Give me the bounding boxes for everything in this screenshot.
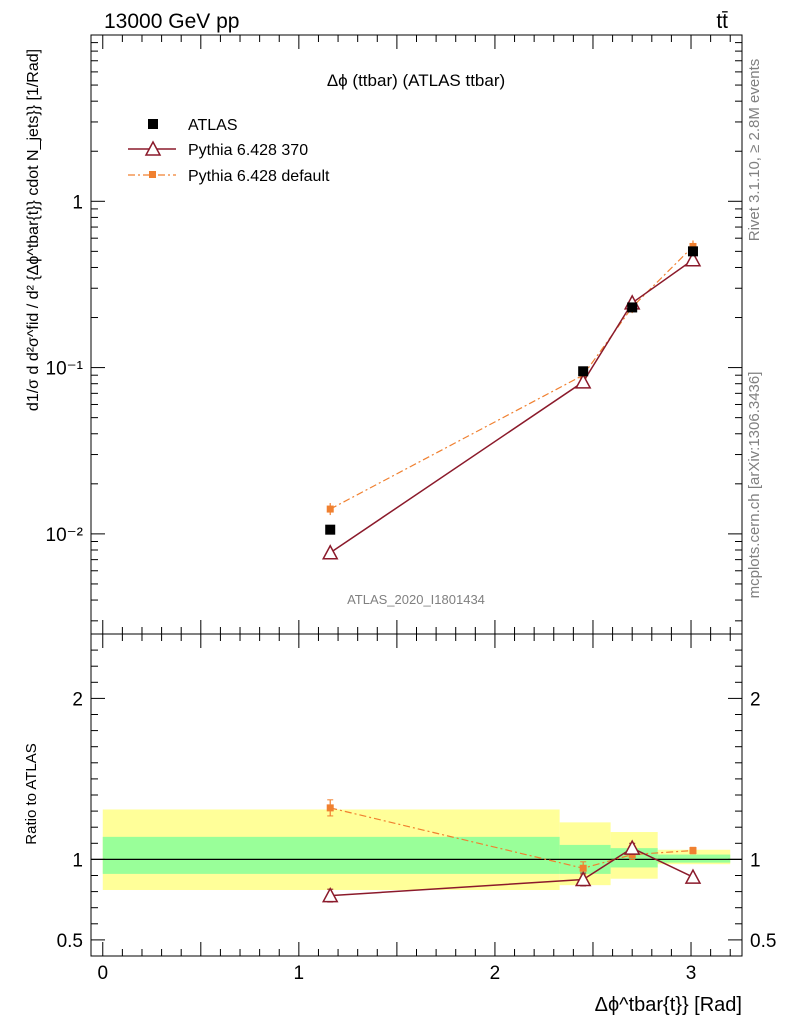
uncertainty-band-inner <box>657 854 731 863</box>
legend-entry-pythia-default: Pythia 6.428 default <box>128 168 330 185</box>
data-point <box>623 839 641 855</box>
analysis-watermark: ATLAS_2020_I1801434 <box>347 592 485 607</box>
main-y-tick-label: 1 <box>72 192 83 213</box>
series-line <box>330 807 694 869</box>
series-line <box>329 259 694 554</box>
ratio-y-tick-label: 0.5 <box>57 931 83 952</box>
main-y-tick-label: 10⁻² <box>46 525 84 546</box>
x-tick-label: 0 <box>97 963 108 984</box>
legend-entry-pythia-370: Pythia 6.428 370 <box>128 140 308 159</box>
uncertainty-band-inner <box>102 836 560 874</box>
x-tick-label: 3 <box>686 963 697 984</box>
legend-label-atlas: ATLAS <box>188 117 238 134</box>
data-point <box>627 302 638 313</box>
rivet-label: Rivet 3.1.10, ≥ 2.8M events <box>746 59 763 242</box>
x-tick-label: 2 <box>490 963 501 984</box>
data-point <box>321 544 339 560</box>
energy-label: 13000 GeV pp <box>104 10 239 33</box>
ratio-y-tick-label: 2 <box>72 689 83 710</box>
main-plot-area <box>321 240 702 560</box>
x-axis-label: Δϕ^tbar{t}} [Rad] <box>595 994 742 1016</box>
main-y-ticks: 10⁻² 10⁻¹ 1 <box>46 34 742 622</box>
process-label: tt̄ <box>716 10 728 33</box>
data-point <box>684 868 702 884</box>
data-point <box>574 870 592 887</box>
data-point <box>684 251 702 267</box>
data-point <box>689 847 697 855</box>
data-point <box>321 887 339 903</box>
data-point <box>687 246 698 257</box>
data-point <box>578 366 589 377</box>
ratio-x-ticks: 0 1 2 3 <box>97 634 731 984</box>
legend-entry-atlas: ATLAS <box>148 117 238 134</box>
data-point <box>326 505 334 513</box>
ratio-y-axis-label: Ratio to ATLAS <box>23 743 40 844</box>
main-y-axis-label: d1/σ d d²σ^fid / d² {Δϕ^tbar{t}} cdot N_… <box>25 49 42 411</box>
data-point <box>574 373 592 389</box>
ratio-y-tick-label-right: 2 <box>750 689 761 710</box>
main-x-ticks <box>102 35 731 634</box>
legend: ATLAS Pythia 6.428 370 Pythia 6.428 defa… <box>128 117 330 185</box>
ratio-y-tick-label: 1 <box>72 850 83 871</box>
legend-marker-atlas <box>148 119 158 129</box>
ratio-plot-area <box>91 799 742 903</box>
chart-title: Δϕ (ttbar) (ATLAS ttbar) <box>327 71 505 90</box>
x-tick-label: 1 <box>294 963 305 984</box>
main-y-tick-label: 10⁻¹ <box>46 359 84 380</box>
data-point <box>326 804 334 812</box>
ratio-y-ticks: 0.5 0.5 1 1 2 2 <box>57 633 776 957</box>
legend-marker-pythia-default <box>149 171 156 178</box>
ratio-plot-frame <box>90 633 743 957</box>
ratio-plot-panel: 0.5 0.5 1 1 2 2 0 1 2 3 Ratio to ATLAS Δϕ^tbar{t… <box>23 633 776 1016</box>
series-line <box>329 246 694 510</box>
legend-marker-pythia-370 <box>144 140 162 156</box>
legend-label-pythia-370: Pythia 6.428 370 <box>188 142 308 159</box>
legend-label-pythia-default: Pythia 6.428 default <box>188 168 330 185</box>
series-line <box>330 847 694 897</box>
ratio-y-tick-label-right: 0.5 <box>750 931 776 952</box>
data-point <box>325 524 336 535</box>
main-plot-panel: 10⁻² 10⁻¹ 1 Δϕ (ttbar) (ATLAS ttbar) ATLAS… <box>25 34 743 635</box>
ratio-y-tick-label-right: 1 <box>750 850 761 871</box>
source-label: mcplots.cern.ch [arXiv:1306.3436] <box>746 372 763 599</box>
data-point <box>579 864 587 872</box>
